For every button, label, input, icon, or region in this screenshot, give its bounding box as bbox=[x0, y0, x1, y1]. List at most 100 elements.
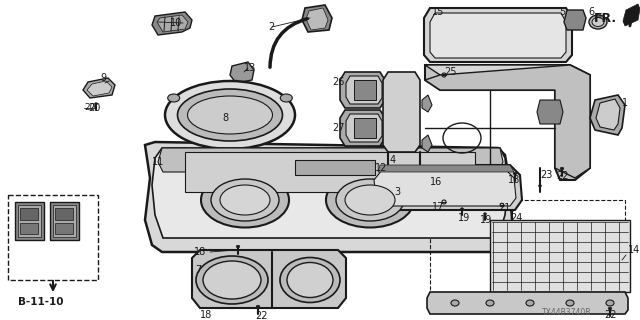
Ellipse shape bbox=[280, 94, 292, 102]
Ellipse shape bbox=[526, 300, 534, 306]
Ellipse shape bbox=[589, 15, 607, 29]
Polygon shape bbox=[152, 148, 508, 238]
Ellipse shape bbox=[486, 300, 494, 306]
Text: 8: 8 bbox=[222, 113, 228, 123]
Text: 19: 19 bbox=[458, 213, 470, 223]
Polygon shape bbox=[340, 110, 385, 146]
Polygon shape bbox=[50, 202, 79, 240]
Bar bbox=[55, 223, 73, 234]
Text: 7: 7 bbox=[195, 265, 201, 275]
Polygon shape bbox=[537, 100, 563, 124]
FancyArrowPatch shape bbox=[270, 19, 307, 67]
Polygon shape bbox=[340, 72, 385, 108]
Polygon shape bbox=[424, 8, 572, 62]
Text: 15: 15 bbox=[432, 7, 444, 17]
Polygon shape bbox=[346, 76, 382, 104]
Text: 14: 14 bbox=[628, 245, 640, 255]
Text: 22: 22 bbox=[255, 311, 268, 320]
Ellipse shape bbox=[203, 261, 261, 299]
Ellipse shape bbox=[188, 96, 273, 134]
Polygon shape bbox=[346, 114, 382, 142]
Text: 22: 22 bbox=[604, 310, 616, 320]
Ellipse shape bbox=[451, 300, 459, 306]
Text: 25: 25 bbox=[444, 67, 456, 77]
Polygon shape bbox=[383, 72, 420, 152]
Text: 23: 23 bbox=[540, 170, 552, 180]
Polygon shape bbox=[425, 65, 590, 180]
Text: 13: 13 bbox=[244, 63, 256, 73]
Ellipse shape bbox=[592, 18, 604, 27]
Text: 16: 16 bbox=[430, 177, 442, 187]
Polygon shape bbox=[15, 202, 44, 240]
Ellipse shape bbox=[511, 210, 513, 212]
Text: 24: 24 bbox=[510, 213, 522, 223]
Polygon shape bbox=[83, 78, 115, 98]
Ellipse shape bbox=[256, 305, 260, 308]
Ellipse shape bbox=[608, 307, 612, 310]
Text: 10: 10 bbox=[170, 18, 182, 28]
Polygon shape bbox=[427, 292, 628, 314]
Text: TX44B3740B: TX44B3740B bbox=[542, 308, 591, 317]
Text: 11: 11 bbox=[152, 157, 164, 167]
Text: 19: 19 bbox=[480, 215, 492, 225]
Ellipse shape bbox=[168, 94, 180, 102]
Bar bbox=[185, 152, 475, 192]
Ellipse shape bbox=[484, 213, 486, 215]
Text: B-11-10: B-11-10 bbox=[18, 297, 63, 307]
Ellipse shape bbox=[201, 172, 289, 228]
Polygon shape bbox=[374, 170, 516, 206]
Polygon shape bbox=[368, 165, 522, 210]
Ellipse shape bbox=[287, 262, 333, 298]
Bar bbox=[430, 200, 625, 312]
Text: 22: 22 bbox=[556, 171, 568, 181]
Polygon shape bbox=[425, 65, 590, 178]
Ellipse shape bbox=[236, 245, 240, 248]
Polygon shape bbox=[596, 99, 620, 130]
Polygon shape bbox=[564, 10, 586, 30]
Text: 27: 27 bbox=[332, 123, 344, 133]
Text: 1: 1 bbox=[622, 98, 628, 108]
Text: FR.: FR. bbox=[594, 12, 617, 25]
Polygon shape bbox=[378, 165, 514, 172]
Text: 17: 17 bbox=[432, 202, 444, 212]
Ellipse shape bbox=[539, 185, 541, 187]
Bar bbox=[354, 80, 376, 100]
Polygon shape bbox=[53, 205, 76, 237]
Ellipse shape bbox=[280, 258, 340, 302]
Text: 21: 21 bbox=[498, 203, 510, 213]
Text: 20: 20 bbox=[88, 103, 100, 113]
Text: 9: 9 bbox=[100, 73, 106, 83]
Ellipse shape bbox=[95, 103, 97, 105]
Text: 20: 20 bbox=[84, 103, 95, 113]
Polygon shape bbox=[145, 142, 512, 252]
Text: 26: 26 bbox=[332, 77, 344, 87]
Text: 3: 3 bbox=[394, 187, 400, 197]
Text: 18: 18 bbox=[508, 175, 520, 185]
Text: 6: 6 bbox=[588, 7, 594, 17]
Bar bbox=[20, 223, 38, 234]
Polygon shape bbox=[18, 205, 41, 237]
Ellipse shape bbox=[566, 300, 574, 306]
Text: 2: 2 bbox=[268, 22, 275, 32]
Ellipse shape bbox=[326, 172, 414, 228]
Ellipse shape bbox=[606, 300, 614, 306]
Polygon shape bbox=[430, 13, 566, 58]
Ellipse shape bbox=[177, 89, 282, 141]
Polygon shape bbox=[422, 95, 432, 112]
Polygon shape bbox=[295, 160, 375, 175]
Ellipse shape bbox=[560, 167, 564, 170]
Polygon shape bbox=[87, 81, 112, 96]
Text: 4: 4 bbox=[390, 155, 396, 165]
Text: 18: 18 bbox=[200, 310, 212, 320]
Polygon shape bbox=[230, 62, 254, 83]
Bar bbox=[354, 118, 376, 138]
Polygon shape bbox=[302, 5, 332, 32]
Bar bbox=[8, 195, 98, 280]
Ellipse shape bbox=[461, 208, 463, 210]
Bar bbox=[55, 208, 73, 220]
Text: 18: 18 bbox=[194, 247, 206, 257]
Text: 5: 5 bbox=[559, 7, 565, 17]
Ellipse shape bbox=[336, 179, 404, 221]
Polygon shape bbox=[425, 65, 590, 75]
Polygon shape bbox=[623, 4, 640, 26]
